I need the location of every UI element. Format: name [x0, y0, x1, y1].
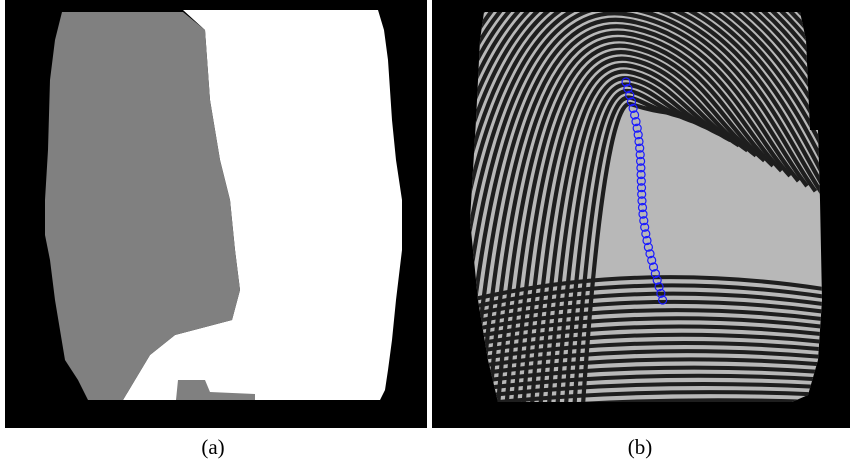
panel-a	[5, 0, 427, 428]
page: (a) (b) (() => { const data = JSON.parse…	[0, 0, 851, 469]
figure: (a) (b)	[0, 0, 851, 469]
caption: (b)	[628, 435, 653, 459]
caption: (a)	[201, 435, 224, 459]
